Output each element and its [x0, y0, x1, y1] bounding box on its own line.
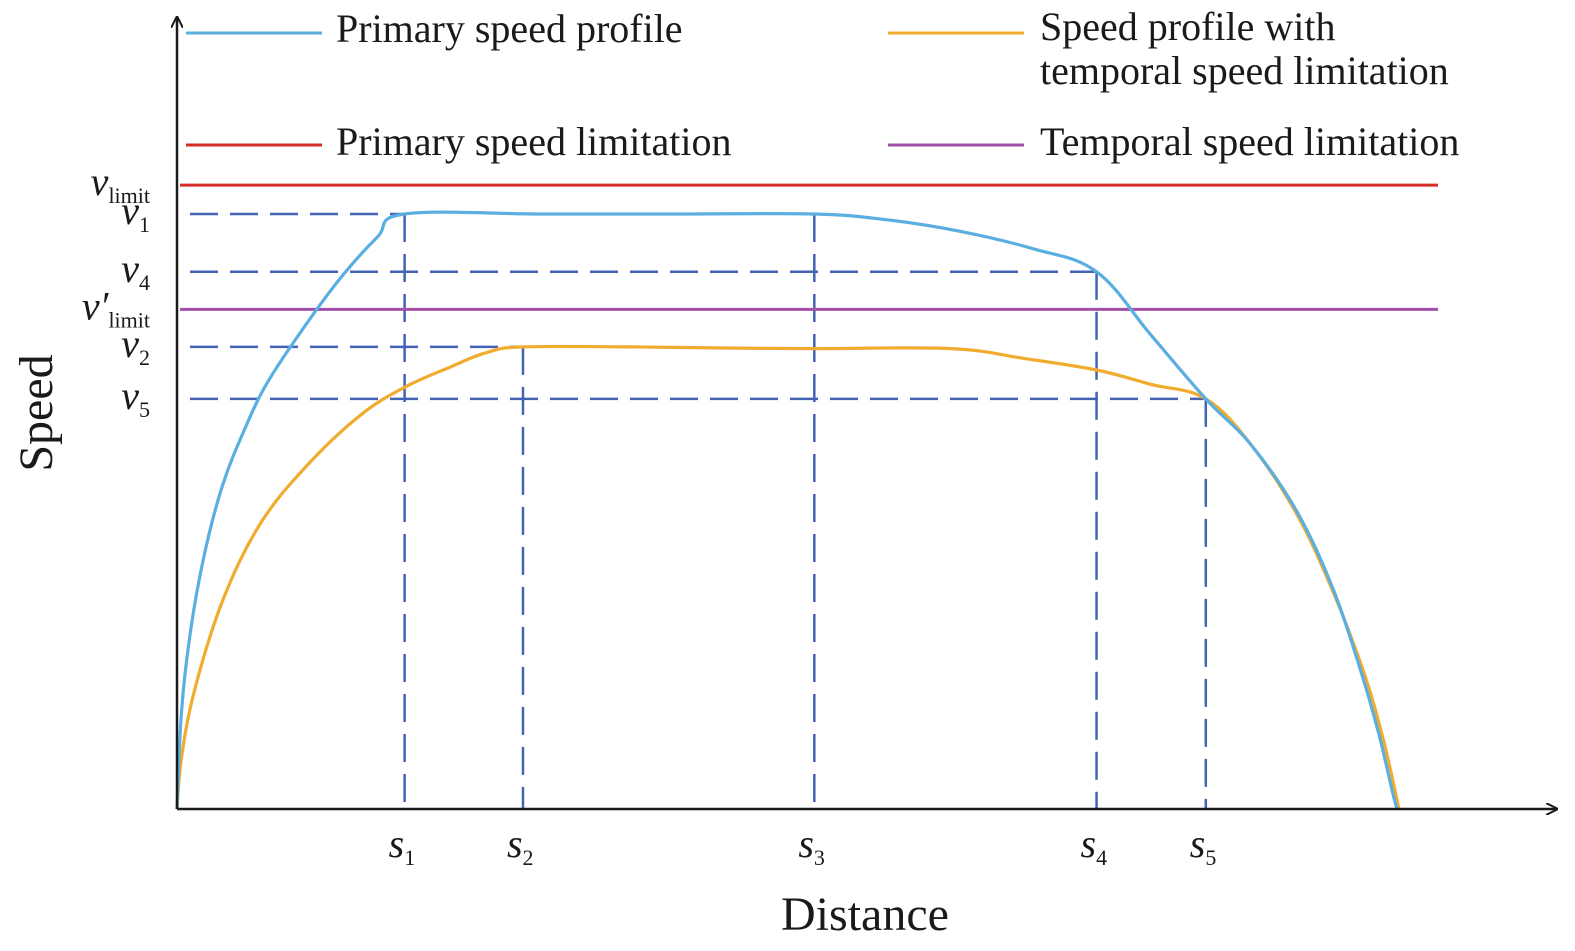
legend-label-limit-prime: Temporal speed limitation: [1040, 119, 1459, 164]
limit-lines: [180, 183, 1438, 311]
x-axis-title: Distance: [781, 888, 949, 941]
y-tick-label-2: v4: [121, 246, 150, 295]
legend-item-limit: Primary speed limitation: [186, 119, 732, 164]
y-tick-label-3: v′limit: [82, 283, 150, 332]
y-axis-title: Speed: [10, 354, 63, 471]
guide-lines: [190, 212, 1208, 809]
x-tick-label-1: s2: [507, 821, 534, 870]
x-tick-label-0: s1: [389, 821, 416, 870]
x-tick-labels: s1 s2 s3 s4 s5: [389, 821, 1217, 870]
legend-label-temporal-line1: Speed profile with: [1040, 4, 1336, 49]
axes: [177, 18, 1556, 809]
y-tick-label-0: vlimit: [91, 159, 150, 208]
legend-label-temporal-line2: temporal speed limitation: [1040, 48, 1449, 93]
y-tick-label-4: v2: [121, 321, 150, 370]
series-line-primary: [175, 210, 1399, 810]
x-tick-label-4: s5: [1190, 821, 1217, 870]
legend-item-limit-prime: Temporal speed limitation: [888, 119, 1459, 164]
y-tick-label-5: v5: [121, 373, 150, 422]
x-tick-label-2: s3: [798, 821, 825, 870]
legend: Primary speed profile Speed profile with…: [186, 4, 1459, 164]
legend-label-primary: Primary speed profile: [336, 6, 683, 51]
series-line-temporal: [175, 344, 1401, 810]
legend-item-primary: Primary speed profile: [186, 6, 683, 51]
legend-label-limit: Primary speed limitation: [336, 119, 732, 164]
legend-item-temporal: Speed profile with temporal speed limita…: [888, 4, 1449, 93]
y-tick-label-1: v1: [121, 188, 150, 237]
x-tick-label-3: s4: [1081, 821, 1108, 870]
series-curves: [175, 210, 1401, 810]
